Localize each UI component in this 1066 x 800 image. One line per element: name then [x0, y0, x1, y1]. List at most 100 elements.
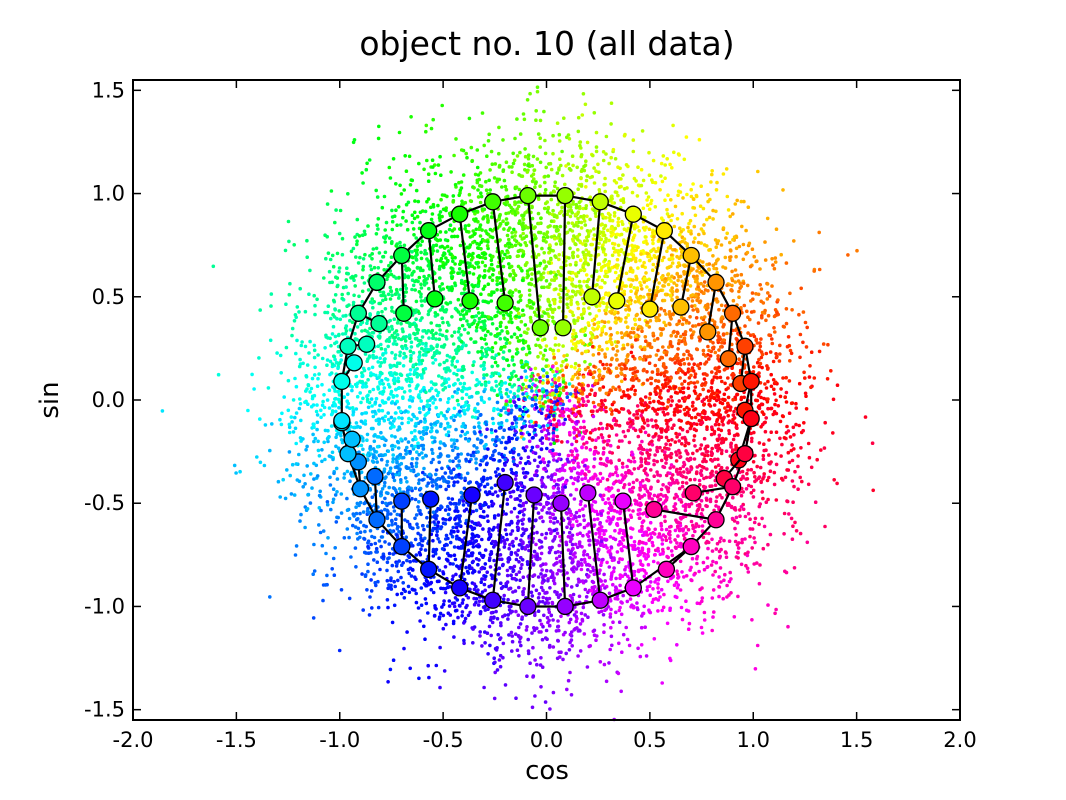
scatter-point	[620, 335, 624, 340]
scatter-point	[558, 534, 562, 539]
scatter-point	[734, 533, 738, 537]
scatter-point	[320, 543, 325, 548]
scatter-point	[647, 527, 651, 532]
scatter-point	[394, 208, 398, 212]
scatter-point	[730, 283, 734, 288]
scatter-point	[766, 603, 770, 607]
scatter-point	[368, 389, 372, 394]
scatter-point	[765, 282, 770, 286]
scatter-point	[566, 453, 571, 458]
scatter-point	[760, 516, 764, 521]
scatter-point	[691, 330, 696, 334]
scatter-point	[471, 229, 476, 233]
scatter-point	[686, 527, 691, 532]
scatter-point	[641, 206, 646, 211]
scatter-point	[478, 430, 482, 434]
scatter-point	[300, 340, 304, 344]
scatter-point	[546, 380, 550, 385]
scatter-point	[595, 283, 599, 287]
scatter-point	[564, 407, 569, 412]
scatter-point	[711, 263, 715, 268]
scatter-point	[367, 367, 371, 371]
scatter-point	[601, 150, 606, 154]
scatter-point	[339, 353, 343, 358]
scatter-point	[452, 601, 457, 605]
scatter-point	[465, 471, 470, 476]
scatter-point	[770, 284, 774, 288]
scatter-point	[580, 477, 584, 482]
scatter-point	[410, 213, 415, 217]
scatter-point	[481, 287, 486, 291]
scatter-point	[721, 596, 725, 601]
scatter-point	[635, 416, 640, 420]
scatter-point	[394, 517, 398, 521]
scatter-point	[668, 540, 673, 544]
scatter-point	[299, 512, 303, 517]
scatter-point	[688, 477, 693, 482]
scatter-point	[553, 336, 558, 341]
scatter-point	[391, 472, 395, 477]
scatter-point	[386, 605, 390, 610]
scatter-point	[471, 363, 475, 368]
scatter-point	[334, 208, 338, 212]
scatter-point	[622, 485, 626, 490]
scatter-point	[486, 505, 491, 509]
scatter-point	[718, 566, 723, 570]
scatter-point	[403, 154, 408, 158]
scatter-point	[714, 245, 718, 249]
scatter-point	[366, 569, 370, 574]
scatter-point	[519, 566, 523, 570]
scatter-point	[404, 219, 408, 223]
scatter-point	[668, 293, 673, 298]
scatter-point	[530, 205, 534, 210]
scatter-point	[416, 525, 420, 530]
scatter-point	[459, 452, 464, 456]
scatter-point	[515, 154, 520, 158]
scatter-point	[759, 287, 764, 291]
scatter-point	[404, 290, 409, 294]
scatter-point	[287, 430, 292, 435]
scatter-point	[598, 359, 603, 364]
scatter-point	[555, 519, 560, 524]
scatter-point	[534, 542, 538, 547]
scatter-point	[669, 218, 673, 223]
scatter-point	[663, 519, 667, 524]
scatter-point	[711, 254, 715, 258]
scatter-point	[456, 378, 461, 382]
scatter-point	[459, 180, 464, 184]
scatter-point	[691, 324, 695, 328]
scatter-point	[538, 136, 542, 140]
scatter-point	[601, 497, 605, 502]
scatter-point	[399, 575, 403, 580]
scatter-point	[383, 480, 387, 485]
scatter-point	[354, 505, 358, 510]
scatter-point	[391, 658, 396, 662]
scatter-point	[442, 251, 447, 256]
scatter-point	[371, 414, 376, 419]
scatter-point	[519, 635, 523, 640]
scatter-point	[714, 188, 719, 192]
scatter-point	[692, 362, 696, 367]
scatter-point	[583, 476, 588, 481]
scatter-point	[545, 428, 550, 433]
scatter-point	[660, 179, 665, 184]
scatter-point	[310, 486, 314, 490]
scatter-point	[585, 665, 590, 669]
scatter-point	[659, 587, 664, 592]
scatter-point	[693, 444, 697, 448]
scatter-point	[452, 371, 456, 376]
scatter-point	[672, 423, 676, 428]
scatter-point	[697, 288, 702, 292]
scatter-point	[534, 473, 538, 477]
scatter-point	[491, 273, 495, 277]
scatter-point	[385, 463, 389, 467]
scatter-point	[582, 442, 586, 446]
scatter-point	[591, 353, 596, 357]
scatter-point	[211, 264, 216, 269]
scatter-point	[629, 350, 634, 355]
scatter-point	[371, 305, 375, 310]
scatter-point	[303, 309, 308, 314]
scatter-point	[490, 278, 495, 283]
scatter-point	[579, 214, 583, 219]
scatter-point	[597, 188, 602, 192]
